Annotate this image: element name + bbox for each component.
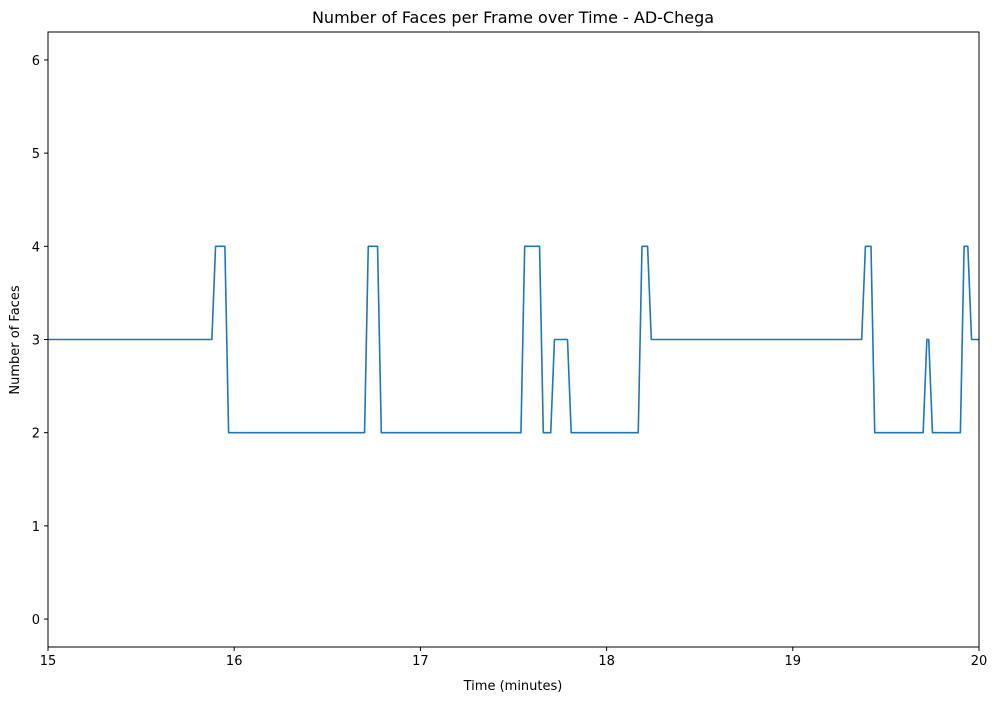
x-tick-label: 17: [412, 654, 429, 669]
x-tick-label: 19: [785, 654, 802, 669]
y-tick-label: 3: [32, 334, 40, 349]
y-tick-label: 6: [32, 54, 40, 69]
x-tick-label: 20: [971, 654, 988, 669]
y-tick-label: 4: [32, 240, 40, 255]
y-axis-label: Number of Faces: [8, 285, 23, 394]
chart-title: Number of Faces per Frame over Time - AD…: [312, 8, 714, 27]
y-tick-label: 2: [32, 427, 40, 442]
x-tick-label: 15: [40, 654, 57, 669]
series-line-0: [48, 245, 979, 434]
y-tick-label: 5: [32, 147, 40, 162]
x-axis-label: Time (minutes): [463, 679, 563, 694]
y-tick-label: 1: [32, 520, 40, 535]
x-tick-label: 16: [226, 654, 243, 669]
y-tick-label: 0: [32, 613, 40, 628]
plot-area: 15 16 17 18 19 20 0 1 2 3 4 5 6: [32, 31, 988, 669]
x-tick-label: 18: [598, 654, 615, 669]
